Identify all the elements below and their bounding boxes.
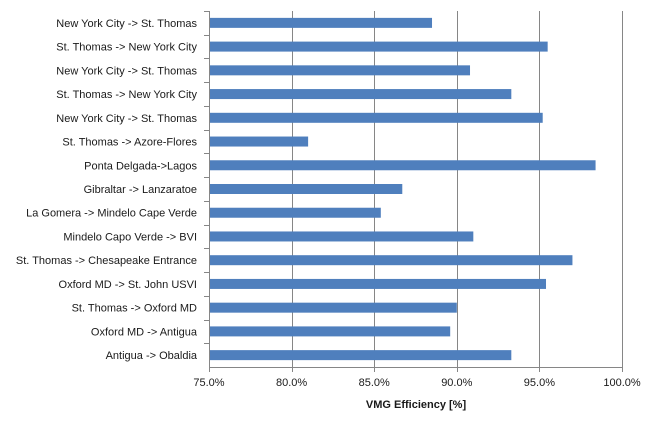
bar (210, 41, 548, 52)
axes (204, 11, 623, 372)
bar (210, 136, 309, 147)
x-tick-label: 75.0% (193, 377, 224, 389)
category-label: New York City -> St. Thomas (56, 113, 197, 125)
bar (210, 112, 543, 123)
labels: 75.0% 80.0% 85.0% 90.0% 95.0% 100.0% New York … (16, 18, 641, 389)
category-label: New York City -> St. Thomas (56, 65, 197, 77)
x-tick-label: 90.0% (441, 377, 472, 389)
category-label: St. Thomas -> New York City (56, 89, 197, 101)
category-label: Oxford MD -> St. John USVI (59, 279, 197, 291)
category-label: Oxford MD -> Antigua (91, 326, 198, 338)
x-tick-label: 80.0% (276, 377, 307, 389)
bar (210, 184, 403, 194)
bars (210, 17, 596, 361)
category-label: Antigua -> Obaldia (106, 350, 198, 362)
bar (210, 231, 474, 242)
x-axis-title: VMG Efficiency [%] (366, 399, 467, 411)
category-label: La Gomera -> Mindelo Cape Verde (26, 208, 197, 220)
category-label: St. Thomas -> Oxford MD (72, 303, 197, 315)
category-label: New York City -> St. Thomas (56, 18, 197, 30)
bar (210, 350, 512, 361)
x-tick-label: 85.0% (359, 377, 390, 389)
bar (210, 89, 512, 100)
x-tick-label: 100.0% (603, 377, 641, 389)
category-label: St. Thomas -> New York City (56, 42, 197, 54)
x-tick-label: 95.0% (524, 377, 555, 389)
bar (210, 302, 457, 313)
bar (210, 160, 596, 171)
bar (210, 326, 451, 337)
bar (210, 207, 381, 218)
bar (210, 17, 433, 28)
category-label: St. Thomas -> Azore-Flores (62, 137, 197, 149)
category-label: St. Thomas -> Chesapeake Entrance (16, 255, 197, 267)
bar (210, 278, 547, 289)
category-label: Mindelo Capo Verde -> BVI (63, 231, 197, 243)
category-label: Ponta Delgada->Lagos (84, 160, 197, 172)
bar (210, 255, 573, 266)
category-label: Gibraltar -> Lanzaratoe (84, 184, 197, 196)
bar (210, 65, 471, 76)
